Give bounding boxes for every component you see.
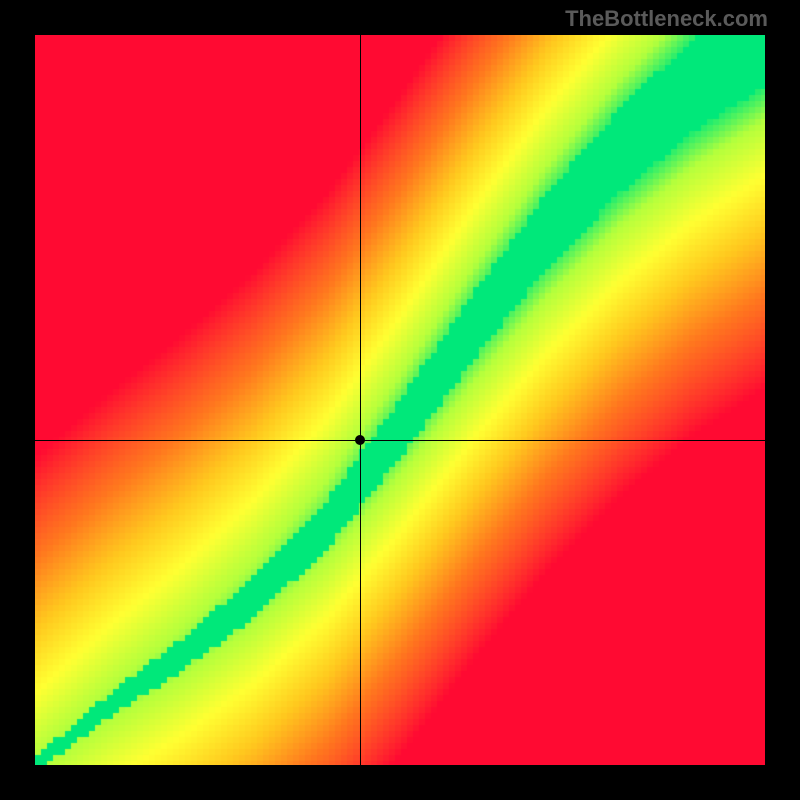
crosshair-horizontal	[35, 440, 765, 441]
heatmap-plot	[35, 35, 765, 765]
data-point-marker	[355, 435, 365, 445]
crosshair-vertical	[360, 35, 361, 765]
watermark-text: TheBottleneck.com	[565, 6, 768, 32]
heatmap-canvas	[35, 35, 765, 765]
